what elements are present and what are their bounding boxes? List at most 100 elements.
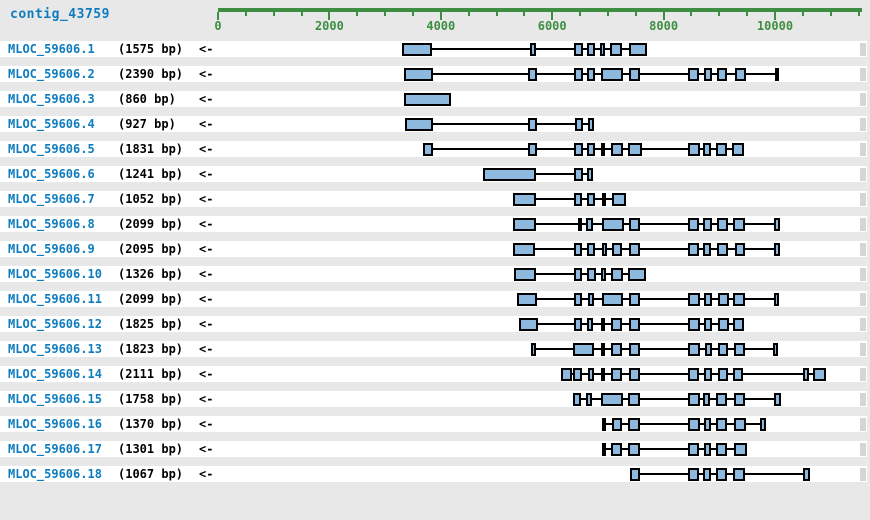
row-end-marker bbox=[860, 317, 866, 331]
exon-box bbox=[703, 142, 711, 156]
exon-box bbox=[574, 292, 583, 306]
exon-box bbox=[773, 217, 780, 231]
exon-box bbox=[688, 392, 701, 406]
transcript-name[interactable]: MLOC_59606.9 bbox=[8, 242, 95, 256]
exon-box bbox=[573, 167, 583, 181]
intron-line bbox=[423, 148, 745, 150]
row-end-marker bbox=[860, 367, 866, 381]
axis-minor-tick bbox=[829, 12, 832, 16]
exon-box bbox=[715, 142, 728, 156]
intron-line bbox=[531, 348, 779, 350]
exon-box bbox=[688, 217, 700, 231]
exon-box bbox=[813, 367, 826, 381]
exon-box bbox=[610, 317, 623, 331]
axis-tick-label: 10000 bbox=[756, 19, 794, 33]
transcript-length: (2095 bp) bbox=[118, 242, 184, 256]
axis-minor-tick bbox=[411, 12, 414, 16]
exon-box bbox=[528, 142, 537, 156]
strand-arrow: <- bbox=[199, 442, 214, 456]
row-end-marker bbox=[860, 342, 866, 356]
transcript-name[interactable]: MLOC_59606.12 bbox=[8, 317, 102, 331]
strand-arrow: <- bbox=[199, 417, 214, 431]
intron-line bbox=[572, 398, 781, 400]
transcript-name[interactable]: MLOC_59606.3 bbox=[8, 92, 95, 106]
exon-box bbox=[628, 67, 640, 81]
transcript-length: (1052 bp) bbox=[118, 192, 184, 206]
transcript-name[interactable]: MLOC_59606.15 bbox=[8, 392, 102, 406]
exon-box bbox=[773, 242, 780, 256]
transcript-name[interactable]: MLOC_59606.5 bbox=[8, 142, 95, 156]
transcript-row: MLOC_59606.18 (1067 bp) <- bbox=[0, 466, 867, 482]
exon-box bbox=[688, 292, 701, 306]
exon-box bbox=[586, 167, 594, 181]
transcript-name[interactable]: MLOC_59606.16 bbox=[8, 417, 102, 431]
exon-box bbox=[600, 392, 623, 406]
transcript-length: (1825 bp) bbox=[118, 317, 184, 331]
transcript-name[interactable]: MLOC_59606.7 bbox=[8, 192, 95, 206]
transcript-name[interactable]: MLOC_59606.6 bbox=[8, 167, 95, 181]
transcript-name[interactable]: MLOC_59606.14 bbox=[8, 367, 102, 381]
exon-box bbox=[734, 242, 745, 256]
axis-minor-tick bbox=[634, 12, 637, 16]
exon-box bbox=[610, 442, 622, 456]
transcript-row: MLOC_59606.10 (1326 bp) <- bbox=[0, 266, 867, 282]
exon-box bbox=[775, 67, 780, 81]
transcript-name[interactable]: MLOC_59606.18 bbox=[8, 467, 102, 481]
intron-line bbox=[516, 298, 780, 300]
strand-arrow: <- bbox=[199, 367, 214, 381]
exon-box bbox=[688, 317, 701, 331]
exon-box bbox=[629, 342, 640, 356]
axis-major-tick bbox=[774, 12, 776, 20]
exon-box bbox=[629, 242, 640, 256]
strand-arrow: <- bbox=[199, 467, 214, 481]
row-end-marker bbox=[860, 42, 866, 56]
transcript-length: (1326 bp) bbox=[118, 267, 184, 281]
axis-tick-label: 2000 bbox=[314, 19, 344, 33]
exon-box bbox=[601, 242, 607, 256]
exon-box bbox=[601, 217, 625, 231]
transcript-name[interactable]: MLOC_59606.8 bbox=[8, 217, 95, 231]
transcript-name[interactable]: MLOC_59606.4 bbox=[8, 117, 95, 131]
exon-box bbox=[734, 342, 745, 356]
exon-box bbox=[629, 467, 640, 481]
transcript-length: (1067 bp) bbox=[118, 467, 184, 481]
transcript-name[interactable]: MLOC_59606.2 bbox=[8, 67, 95, 81]
exon-box bbox=[601, 417, 606, 431]
exon-box bbox=[610, 142, 623, 156]
exon-box bbox=[573, 42, 584, 56]
exon-box bbox=[600, 142, 606, 156]
intron-line bbox=[601, 423, 767, 425]
axis-minor-tick bbox=[495, 12, 498, 16]
row-end-marker bbox=[860, 442, 866, 456]
transcript-name[interactable]: MLOC_59606.13 bbox=[8, 342, 102, 356]
transcript-name[interactable]: MLOC_59606.17 bbox=[8, 442, 102, 456]
exon-box bbox=[731, 142, 745, 156]
transcript-length: (1370 bp) bbox=[118, 417, 184, 431]
exon-box bbox=[628, 392, 640, 406]
exon-box bbox=[717, 367, 728, 381]
exon-box bbox=[601, 292, 624, 306]
exon-box bbox=[587, 292, 595, 306]
exon-box bbox=[733, 367, 744, 381]
transcript-length: (860 bp) bbox=[118, 92, 176, 106]
exon-box bbox=[703, 442, 711, 456]
strand-arrow: <- bbox=[199, 92, 214, 106]
row-end-marker bbox=[860, 67, 866, 81]
strand-arrow: <- bbox=[199, 117, 214, 131]
exon-box bbox=[773, 392, 781, 406]
transcript-name[interactable]: MLOC_59606.10 bbox=[8, 267, 102, 281]
transcript-length: (1823 bp) bbox=[118, 342, 184, 356]
strand-arrow: <- bbox=[199, 167, 214, 181]
axis-minor-tick bbox=[801, 12, 804, 16]
exon-box bbox=[734, 67, 747, 81]
exon-box bbox=[688, 417, 701, 431]
transcript-name[interactable]: MLOC_59606.11 bbox=[8, 292, 102, 306]
exon-box bbox=[717, 67, 728, 81]
row-end-marker bbox=[860, 267, 866, 281]
axis-minor-tick bbox=[244, 12, 247, 16]
transcript-name[interactable]: MLOC_59606.1 bbox=[8, 42, 95, 56]
transcript-length: (2099 bp) bbox=[118, 217, 184, 231]
axis-minor-tick bbox=[579, 12, 582, 16]
exon-box bbox=[404, 92, 451, 106]
